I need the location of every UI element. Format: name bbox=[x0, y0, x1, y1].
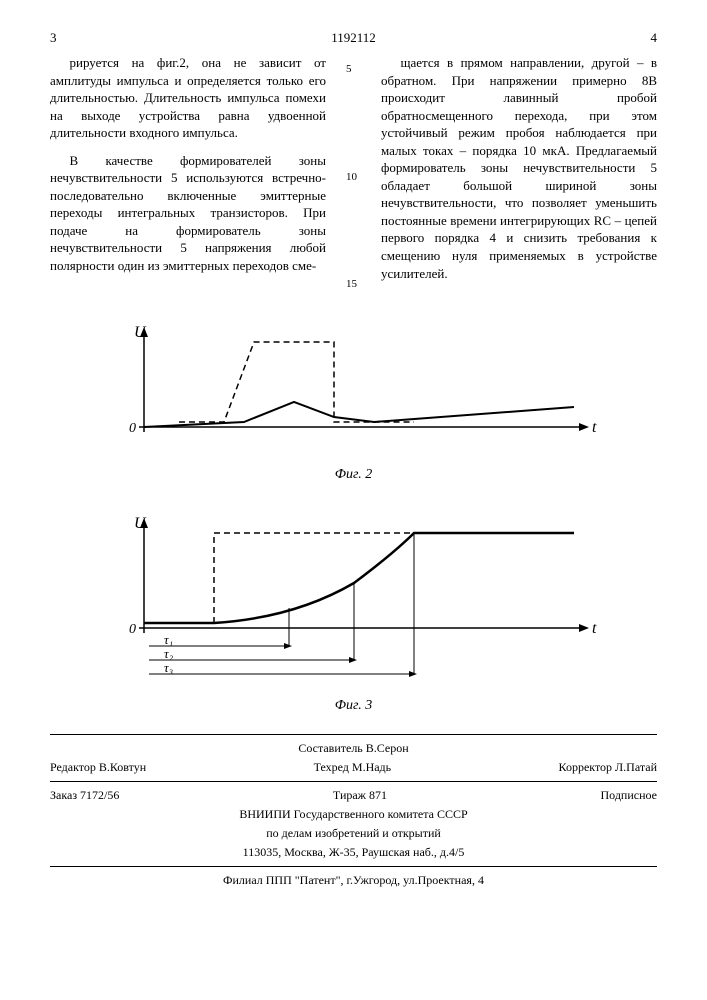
footer-org2: по делам изобретений и открытий bbox=[50, 824, 657, 843]
fig3-tau2: τ₂ bbox=[164, 646, 174, 661]
footer-addr1: 113035, Москва, Ж-35, Раушская наб., д.4… bbox=[50, 843, 657, 862]
fig3-tau1: τ₁ bbox=[164, 632, 173, 647]
fig3-tau3: τ₃ bbox=[164, 660, 173, 675]
footer-subscription: Подписное bbox=[601, 788, 658, 803]
footer-techred: Техред М.Надь bbox=[314, 760, 392, 775]
footer-tirazh: Тираж 871 bbox=[333, 788, 387, 803]
footer: Составитель В.Серон Редактор В.Ковтун Те… bbox=[50, 734, 657, 890]
footer-compiler: Составитель В.Серон bbox=[50, 739, 657, 758]
figure-3: U 0 t τ₁ τ₂ τ₃ bbox=[50, 503, 657, 714]
fig2-svg: U 0 t bbox=[94, 312, 614, 462]
fig2-solid bbox=[144, 402, 574, 427]
col1-p2: В качестве формирователей зоны нечувстви… bbox=[50, 152, 326, 275]
fig3-svg: U 0 t τ₁ τ₂ τ₃ bbox=[94, 503, 614, 693]
page-left: 3 bbox=[50, 30, 57, 46]
fig3-dashed bbox=[214, 533, 574, 623]
column-1: рируется на фиг.2, она не зависит от амп… bbox=[50, 54, 326, 292]
column-2: щается в прямом направлении, другой – в … bbox=[381, 54, 657, 292]
page-right: 4 bbox=[650, 30, 657, 46]
fig2-caption: Фиг. 2 bbox=[50, 467, 657, 483]
footer-order: Заказ 7172/56 bbox=[50, 788, 119, 803]
fig3-origin: 0 bbox=[129, 622, 136, 637]
footer-branch: Филиал ППП "Патент", г.Ужгород, ул.Проек… bbox=[50, 871, 657, 890]
footer-editor: Редактор В.Ковтун bbox=[50, 760, 146, 775]
fig3-solid bbox=[144, 533, 574, 623]
fig2-xlabel: t bbox=[592, 419, 597, 436]
footer-org1: ВНИИПИ Государственного комитета СССР bbox=[50, 805, 657, 824]
fig3-caption: Фиг. 3 bbox=[50, 698, 657, 714]
doc-number: 1192112 bbox=[331, 30, 376, 46]
figure-2: U 0 t Фиг. 2 bbox=[50, 312, 657, 483]
line-numbers: 5 10 15 bbox=[346, 54, 361, 292]
fig2-dashed bbox=[179, 342, 414, 422]
footer-corrector: Корректор Л.Патай bbox=[559, 760, 657, 775]
fig3-xlabel: t bbox=[592, 620, 597, 637]
col2-p1: щается в прямом направлении, другой – в … bbox=[381, 54, 657, 282]
fig2-origin: 0 bbox=[129, 421, 136, 436]
col1-p1: рируется на фиг.2, она не зависит от амп… bbox=[50, 54, 326, 142]
